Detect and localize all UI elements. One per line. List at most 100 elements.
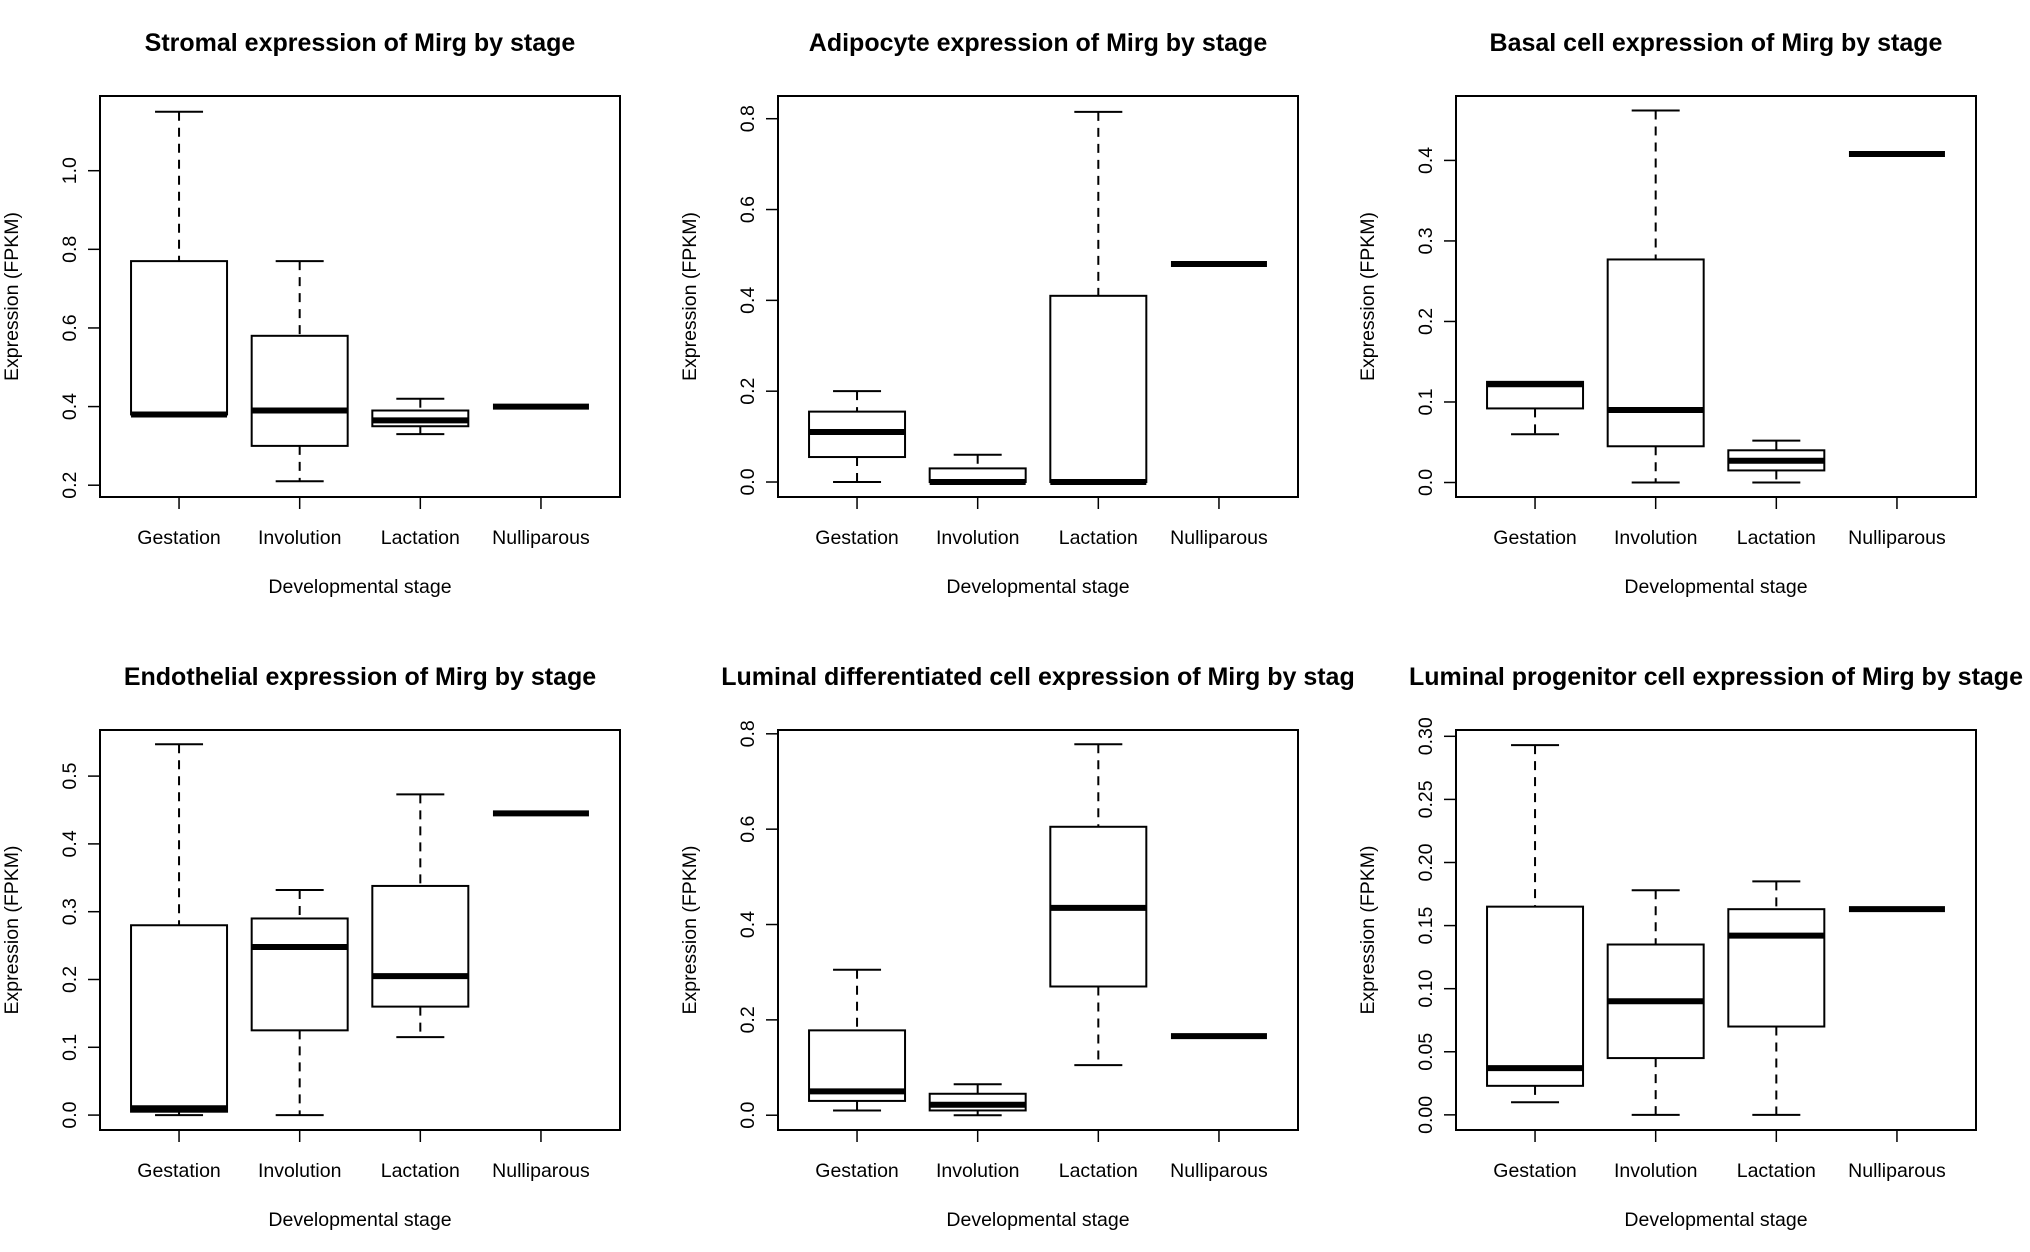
y-tick-label: 0.1: [1415, 388, 1437, 415]
y-tick-label: 0.05: [1415, 1033, 1437, 1071]
y-tick-label: 0.30: [1415, 717, 1437, 755]
boxplot-lactation: [371, 793, 470, 1039]
x-tick-label: Lactation: [1059, 1160, 1138, 1182]
boxplot-gestation: [808, 968, 907, 1112]
y-tick-label: 0.20: [1415, 843, 1437, 881]
x-tick-label: Nulliparous: [492, 527, 590, 549]
x-tick-label: Gestation: [815, 1160, 898, 1182]
x-axis-label: Developmental stage: [268, 576, 451, 598]
x-axis-label: Developmental stage: [946, 576, 1129, 598]
boxplot-involution: [928, 1083, 1027, 1117]
y-tick-label: 0.2: [1415, 308, 1437, 335]
x-axis-label: Developmental stage: [1624, 1209, 1807, 1231]
y-tick-label: 0.0: [59, 1101, 81, 1128]
x-axis-label: Developmental stage: [946, 1209, 1129, 1231]
boxplot-lactation: [1049, 743, 1148, 1067]
boxplot-gestation: [808, 390, 907, 484]
y-tick-label: 0.1: [59, 1034, 81, 1061]
y-tick-label: 0.4: [59, 830, 81, 857]
chart-title: Endothelial expression of Mirg by stage: [124, 663, 596, 691]
chart-title: Stromal expression of Mirg by stage: [145, 29, 576, 57]
y-tick-label: 0.8: [737, 105, 759, 132]
boxplot-lactation: [371, 397, 470, 436]
chart-panel-6: Luminal progenitor cell expression of Mi…: [1357, 663, 2023, 1231]
boxplot-involution: [1606, 889, 1705, 1116]
y-axis-label: Expression (FPKM): [1357, 212, 1379, 381]
x-tick-label: Lactation: [381, 1160, 460, 1182]
y-tick-label: 0.25: [1415, 780, 1437, 818]
y-tick-label: 0.2: [59, 472, 81, 499]
chart-panel-2: Adipocyte expression of Mirg by stage 0.0…: [679, 29, 1299, 598]
chart-title: Luminal differentiated cell expression o…: [721, 663, 1354, 691]
y-tick-label: 0.3: [1415, 227, 1437, 254]
x-tick-label: Lactation: [381, 527, 460, 549]
x-tick-label: Gestation: [137, 1160, 220, 1182]
x-tick-label: Involution: [936, 527, 1019, 549]
x-tick-label: Nulliparous: [1170, 527, 1268, 549]
x-tick-label: Nulliparous: [492, 1160, 590, 1182]
box-iqr: [1606, 258, 1705, 448]
y-tick-label: 0.6: [737, 816, 759, 843]
x-tick-label: Nulliparous: [1848, 527, 1946, 549]
x-tick-label: Involution: [936, 1160, 1019, 1182]
x-tick-label: Involution: [1614, 1160, 1697, 1182]
y-tick-label: 0.3: [59, 898, 81, 925]
boxplot-gestation: [130, 110, 229, 418]
chart-title: Luminal progenitor cell expression of Mi…: [1409, 663, 2023, 691]
box-iqr: [1049, 294, 1148, 484]
boxplot-lactation: [1727, 439, 1826, 484]
x-axis-label: Developmental stage: [268, 1209, 451, 1231]
y-tick-label: 0.8: [737, 720, 759, 747]
y-axis-label: Expression (FPKM): [679, 212, 701, 381]
x-axis-label: Developmental stage: [1624, 576, 1807, 598]
boxplot-involution: [928, 453, 1027, 486]
x-tick-label: Gestation: [1493, 527, 1576, 549]
chart-title: Adipocyte expression of Mirg by stage: [809, 29, 1268, 57]
chart-panel-5: Luminal differentiated cell expression o…: [679, 663, 1355, 1231]
chart-panel-3: Basal cell expression of Mirg by stage 0.…: [1357, 29, 1977, 598]
x-tick-label: Gestation: [137, 527, 220, 549]
x-tick-label: Involution: [1614, 527, 1697, 549]
y-tick-label: 0.2: [59, 966, 81, 993]
boxplot-involution: [250, 260, 349, 483]
box-iqr: [1486, 905, 1585, 1087]
boxplot-lactation: [1049, 110, 1148, 486]
y-axis-label: Expression (FPKM): [1357, 845, 1379, 1014]
x-tick-label: Involution: [258, 1160, 341, 1182]
y-tick-label: 0.4: [737, 911, 759, 938]
box-iqr: [371, 884, 470, 1008]
chart-panel-1: Stromal expression of Mirg by stage 0.2 0.…: [1, 29, 621, 598]
y-tick-label: 0.0: [737, 1102, 759, 1129]
y-tick-label: 0.4: [737, 287, 759, 314]
box-iqr: [1727, 908, 1826, 1028]
y-tick-label: 0.2: [737, 378, 759, 405]
y-tick-label: 0.4: [1415, 147, 1437, 174]
boxplot-involution: [250, 889, 349, 1117]
y-tick-label: 0.2: [737, 1006, 759, 1033]
box-iqr: [250, 334, 349, 447]
y-tick-label: 0.5: [59, 762, 81, 789]
y-tick-label: 0.6: [737, 196, 759, 223]
y-tick-label: 0.4: [59, 393, 81, 420]
box-iqr: [130, 924, 229, 1113]
boxplot-gestation: [1486, 380, 1585, 436]
chart-title: Basal cell expression of Mirg by stage: [1490, 29, 1943, 57]
y-tick-label: 0.8: [59, 236, 81, 263]
x-tick-label: Lactation: [1737, 1160, 1816, 1182]
x-tick-label: Lactation: [1059, 527, 1138, 549]
x-tick-label: Lactation: [1737, 527, 1816, 549]
boxplot-lactation: [1727, 880, 1826, 1116]
boxplot-gestation: [1486, 744, 1585, 1104]
y-tick-label: 0.15: [1415, 906, 1437, 944]
y-axis-label: Expression (FPKM): [1, 845, 23, 1014]
y-tick-label: 0.6: [59, 314, 81, 341]
box-iqr: [130, 260, 229, 416]
y-tick-label: 1.0: [59, 157, 81, 184]
x-tick-label: Nulliparous: [1848, 1160, 1946, 1182]
y-tick-label: 0.10: [1415, 970, 1437, 1008]
boxplot-gestation: [130, 743, 229, 1117]
x-tick-label: Gestation: [1493, 1160, 1576, 1182]
x-tick-label: Gestation: [815, 527, 898, 549]
boxplot-involution: [1606, 109, 1705, 484]
